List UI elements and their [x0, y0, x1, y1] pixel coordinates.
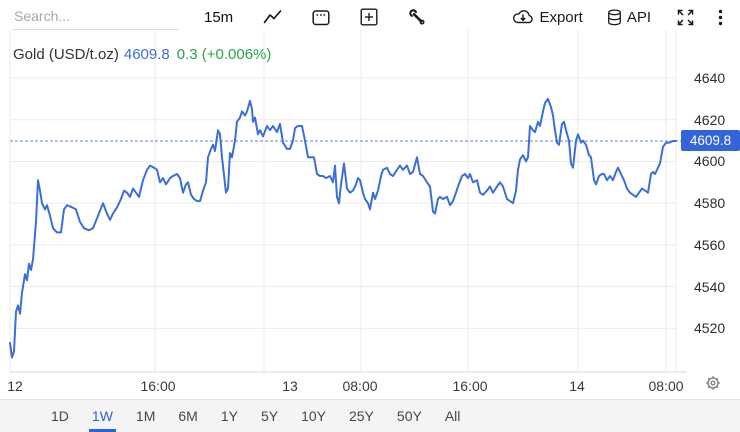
x-axis-label: 12	[7, 378, 23, 394]
y-axis-label: 4600	[694, 153, 726, 170]
cloud-download-icon	[513, 9, 534, 23]
x-axis: 12 16:00 13 08:00 16:00 14 08:00	[7, 378, 684, 394]
range-button-1M[interactable]: 1M	[133, 400, 158, 432]
chart-area: Gold (USD/t.oz) 4609.8 0.3 (+0.006%) 4640 4…	[7, 30, 740, 395]
legend-change: 0.3 (+0.006%)	[176, 46, 272, 63]
range-button-1D[interactable]: 1D	[48, 400, 72, 432]
range-button-50Y[interactable]: 50Y	[394, 400, 425, 432]
axis-settings-button[interactable]	[702, 373, 724, 395]
api-label: API	[626, 8, 651, 26]
range-bar: 1D 1W 1M 6M 1Y 5Y 10Y 25Y 50Y All	[0, 399, 740, 432]
y-axis-label: 4540	[694, 278, 726, 295]
y-axis-label: 4640	[694, 70, 726, 86]
current-price-badge: 4609.8	[681, 130, 740, 152]
legend-price: 4609.8	[123, 46, 170, 63]
x-axis-label: 16:00	[140, 378, 176, 394]
y-axis-label: 4520	[694, 320, 726, 337]
range-button-6M[interactable]: 6M	[175, 400, 200, 432]
range-button-25Y[interactable]: 25Y	[346, 400, 377, 432]
x-axis-label: 14	[569, 378, 585, 394]
price-chart	[9, 30, 687, 373]
range-button-1W[interactable]: 1W	[88, 400, 116, 432]
range-button-All[interactable]: All	[442, 400, 464, 432]
expand-icon	[677, 9, 694, 25]
range-button-10Y[interactable]: 10Y	[298, 400, 329, 432]
toolbar: 15m	[0, 0, 740, 34]
add-indicator-button[interactable]	[357, 6, 381, 28]
fullscreen-button[interactable]	[674, 7, 697, 28]
chart-legend: Gold (USD/t.oz) 4609.8 0.3 (+0.006%)	[13, 46, 271, 63]
interval-select[interactable]: 15m	[201, 7, 236, 28]
calendar-icon	[312, 9, 330, 25]
export-button[interactable]: Export	[509, 7, 585, 28]
search-box	[13, 4, 179, 30]
x-axis-label: 16:00	[452, 378, 488, 394]
y-axis-label: 4560	[694, 236, 726, 253]
kebab-menu-icon	[718, 9, 723, 25]
y-axis-label: 4620	[694, 111, 726, 128]
instrument-label: Gold (USD/t.oz)	[13, 46, 119, 63]
x-axis-label: 08:00	[342, 378, 378, 394]
search-input[interactable]	[13, 4, 179, 30]
chart-type-button[interactable]	[260, 7, 285, 27]
x-axis-label: 13	[282, 378, 298, 394]
plus-square-icon	[360, 8, 378, 26]
database-icon	[607, 8, 621, 25]
line-chart-icon	[263, 10, 282, 24]
tools-button[interactable]	[405, 6, 429, 28]
gear-icon	[706, 376, 720, 390]
api-button[interactable]: API	[604, 7, 654, 28]
price-line-series	[9, 97, 677, 359]
range-button-1Y[interactable]: 1Y	[218, 400, 241, 432]
export-label: Export	[539, 8, 583, 26]
range-button-5Y[interactable]: 5Y	[258, 400, 281, 432]
more-menu-button[interactable]	[715, 7, 726, 28]
wrench-icon	[409, 9, 425, 25]
y-axis-label: 4580	[694, 195, 726, 212]
x-axis-label: 08:00	[648, 378, 684, 394]
calendar-button[interactable]	[309, 7, 333, 28]
